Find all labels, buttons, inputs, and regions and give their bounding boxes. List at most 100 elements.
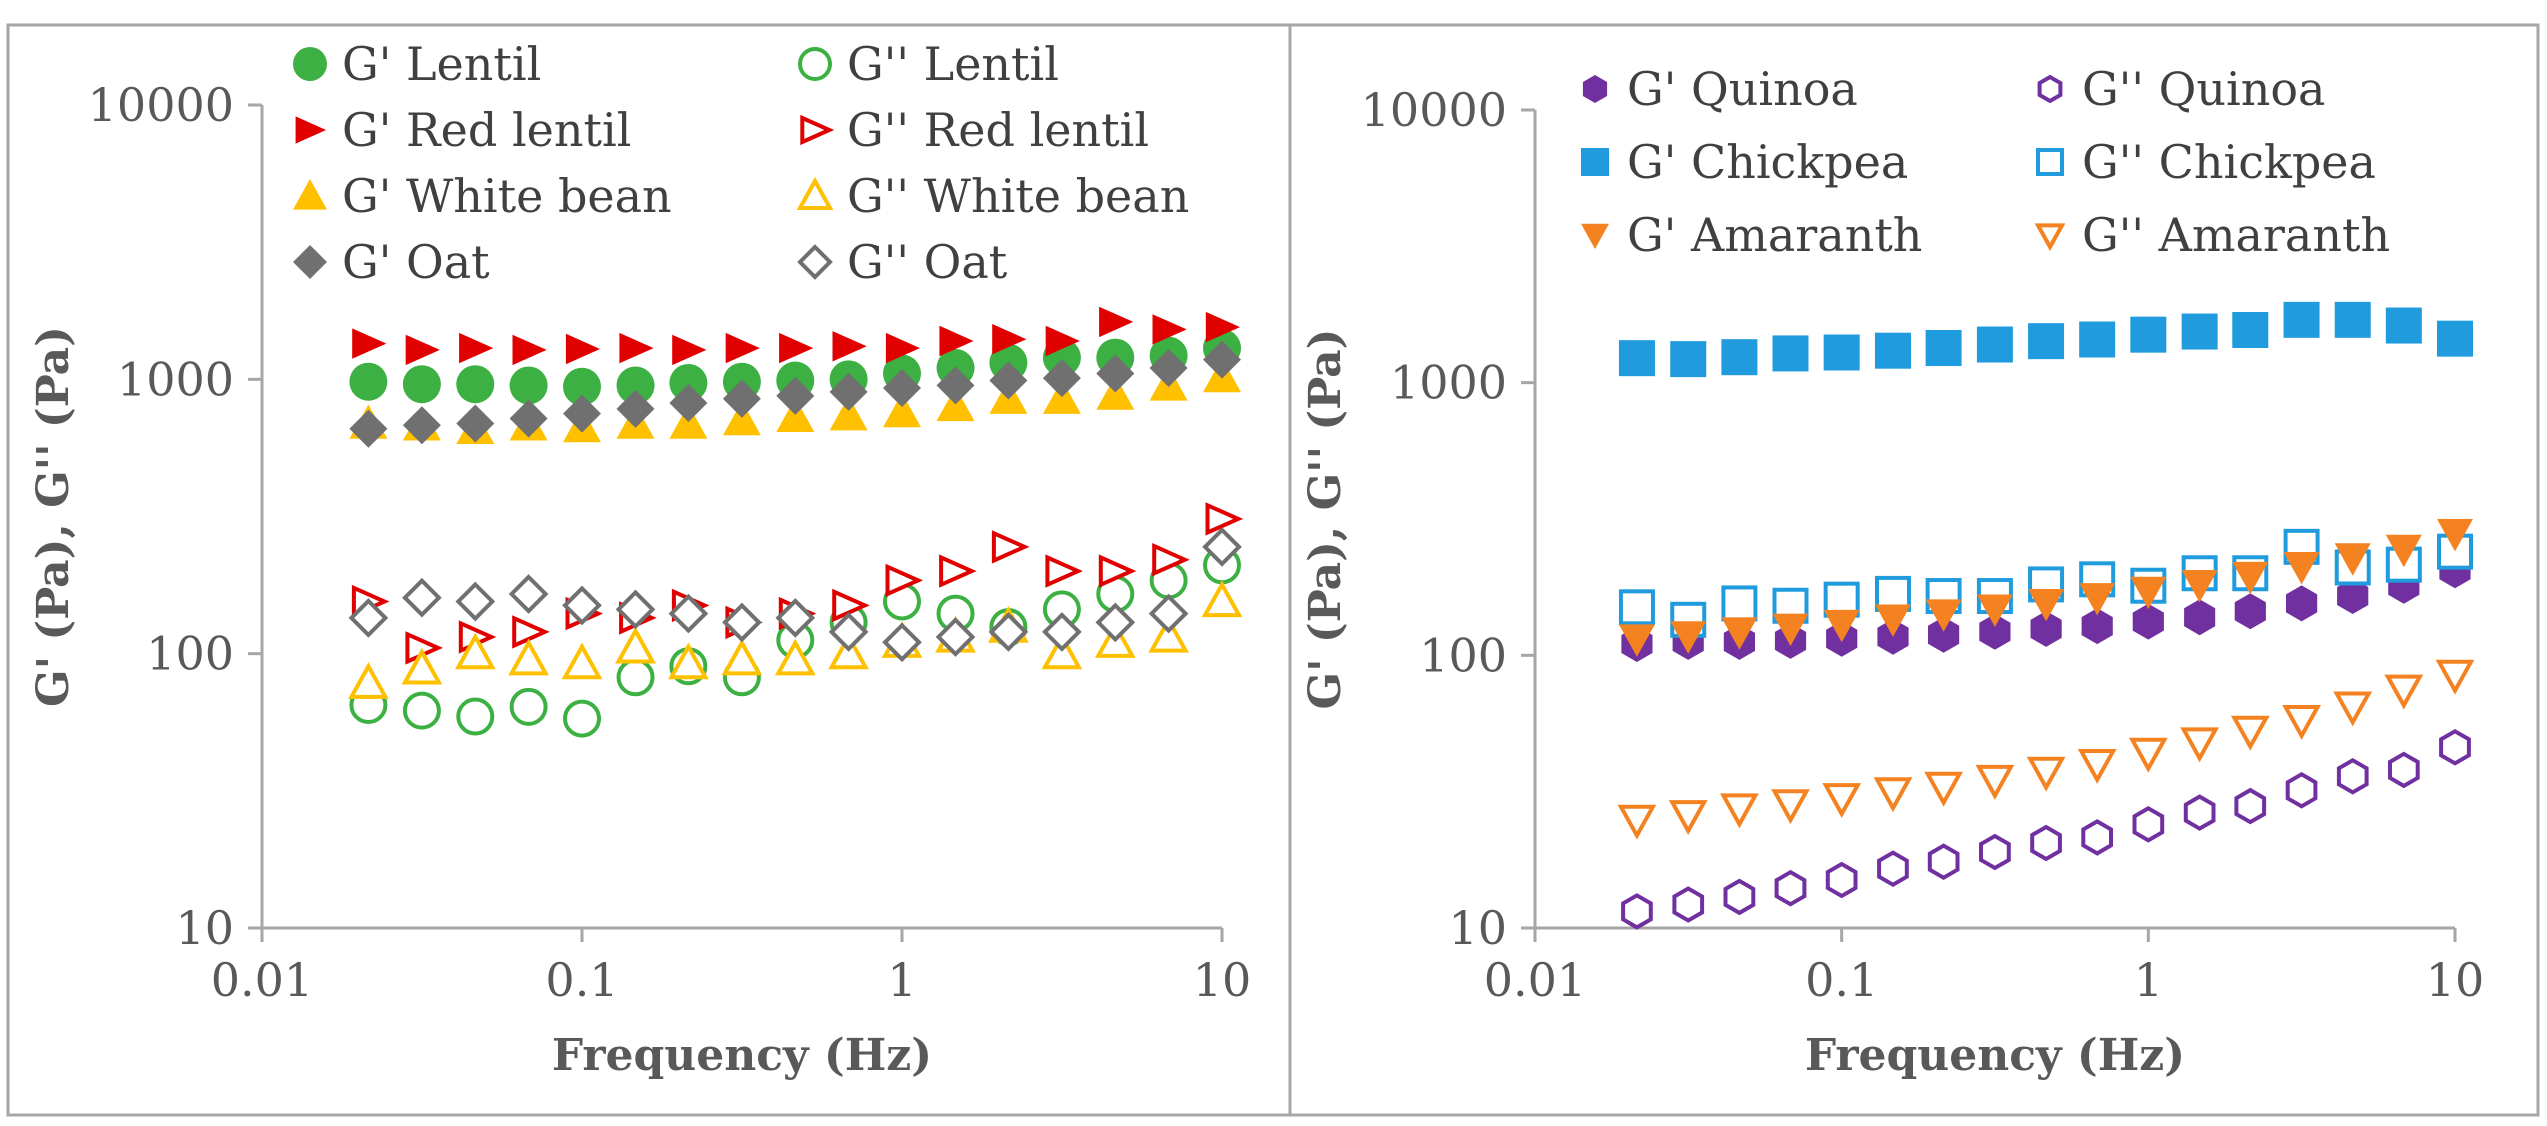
legend-label: G'' Lentil	[847, 37, 1059, 91]
legend-marker	[293, 179, 327, 210]
x-tick-label: 10	[1193, 953, 1252, 1007]
data-point	[615, 626, 656, 664]
series-g-oat	[348, 527, 1242, 663]
data-point	[512, 334, 547, 366]
series-g-quinoa	[1621, 728, 2471, 930]
data-point	[1975, 764, 2015, 800]
data-point	[1149, 349, 1188, 387]
data-point	[2337, 578, 2369, 614]
data-point	[1202, 527, 1242, 567]
data-point	[562, 585, 602, 626]
data-point	[2079, 321, 2116, 358]
data-point	[1095, 602, 1136, 643]
data-point	[615, 589, 656, 630]
data-point	[565, 333, 600, 365]
data-point	[1042, 612, 1082, 652]
data-point	[1205, 502, 1244, 536]
data-point	[669, 363, 708, 402]
data-point	[1822, 783, 1862, 819]
x-axis-title: Frequency (Hz)	[552, 1030, 932, 1081]
data-point	[352, 328, 387, 359]
legend-marker	[2034, 223, 2066, 252]
legend-marker	[1582, 75, 1608, 103]
data-point	[988, 612, 1029, 652]
y-tick-label: 1000	[117, 352, 234, 406]
data-point	[885, 332, 920, 364]
data-point	[2439, 728, 2471, 766]
data-point	[563, 394, 601, 433]
data-point	[348, 598, 389, 638]
data-point	[456, 404, 495, 443]
data-point	[402, 691, 441, 730]
series-g-red-lentil	[351, 502, 1244, 665]
series-g-amaranth	[1618, 519, 2473, 657]
data-point	[2081, 608, 2113, 645]
data-point	[1099, 306, 1134, 338]
data-point	[775, 598, 816, 638]
data-point	[1877, 850, 1909, 888]
data-point	[1721, 585, 1758, 622]
data-point	[1618, 340, 1655, 377]
data-point	[2183, 794, 2216, 831]
legend-label: G'' Amaranth	[2082, 208, 2390, 262]
data-point	[2384, 674, 2424, 710]
data-point	[1148, 615, 1189, 653]
data-point	[2030, 610, 2062, 647]
data-point	[2435, 659, 2475, 695]
data-point	[616, 366, 655, 405]
x-tick-label: 0.1	[1805, 953, 1878, 1007]
series-g-chickpea	[1618, 301, 2473, 378]
data-point	[2232, 312, 2269, 349]
data-point	[2077, 749, 2117, 784]
x-tick-label: 0.1	[545, 953, 618, 1007]
data-point	[455, 581, 496, 622]
data-point	[832, 331, 867, 362]
x-axis-title: Frequency (Hz)	[1805, 1030, 2185, 1081]
data-point	[1621, 893, 1653, 930]
data-point	[401, 647, 443, 685]
legend-label: G' Chickpea	[1627, 135, 1908, 189]
data-point	[935, 617, 976, 657]
data-point	[459, 332, 494, 364]
data-point	[1723, 878, 1756, 916]
series-g-amaranth	[1617, 659, 2475, 840]
data-point	[2234, 593, 2266, 630]
data-point	[1772, 335, 1809, 372]
data-point	[992, 324, 1027, 355]
legend-label: G'' White bean	[847, 169, 1189, 223]
data-point	[1874, 332, 1911, 369]
data-point	[2232, 561, 2269, 595]
data-point	[2081, 819, 2113, 856]
data-point	[2181, 313, 2218, 350]
data-point	[2132, 805, 2165, 843]
data-point	[939, 325, 974, 357]
data-point	[2286, 585, 2318, 622]
legend: G' Quinoa G'' Quinoa G' Chickpea G'' Chickp…	[1581, 62, 2390, 262]
data-point	[2030, 824, 2062, 862]
data-point	[1720, 793, 1759, 829]
data-point	[1925, 330, 1962, 367]
data-point	[2130, 576, 2167, 610]
legend-marker	[1581, 223, 1609, 249]
legend-marker	[800, 114, 835, 146]
data-point	[2234, 787, 2267, 825]
legend-label: G' Red lentil	[342, 103, 631, 157]
data-point	[2128, 737, 2168, 773]
data-point	[456, 365, 495, 404]
data-point	[2285, 771, 2318, 809]
data-point	[2283, 552, 2320, 585]
data-point	[2385, 307, 2422, 344]
data-point	[456, 697, 495, 736]
legend-label: G'' Quinoa	[2082, 62, 2325, 116]
data-point	[885, 563, 924, 598]
legend-marker	[798, 47, 832, 81]
data-point	[991, 530, 1030, 564]
data-point	[2283, 301, 2320, 338]
data-point	[2334, 543, 2371, 576]
data-point	[1772, 613, 1809, 646]
data-point	[1096, 375, 1135, 410]
data-point	[508, 574, 549, 614]
data-point	[1823, 334, 1860, 371]
data-point	[1774, 869, 1807, 907]
